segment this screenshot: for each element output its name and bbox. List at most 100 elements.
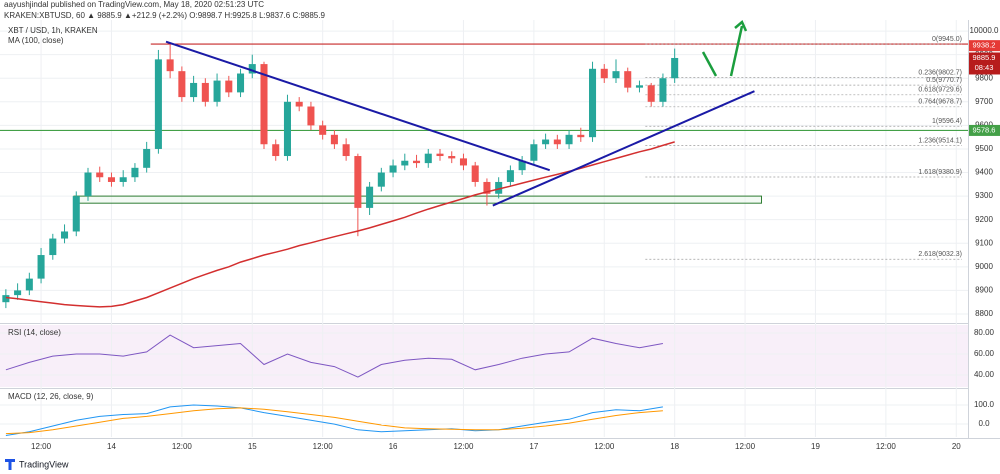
candle-body xyxy=(25,278,33,291)
candle-body xyxy=(542,139,550,145)
x-tick-label: 14 xyxy=(107,442,116,451)
candle-body xyxy=(483,181,491,194)
x-tick-label: 19 xyxy=(811,442,820,451)
candle-body xyxy=(647,85,655,102)
y-tick-label: 9200 xyxy=(975,215,993,224)
price-tag xyxy=(969,124,1000,136)
fib-label: 2.618(9032.3) xyxy=(918,251,962,258)
rsi-line xyxy=(5,334,663,378)
y-tick-label: 8900 xyxy=(975,286,993,295)
footer: TradingView xyxy=(19,459,69,469)
candle-body xyxy=(635,85,643,88)
candle-body xyxy=(495,181,503,194)
fib-label: 0.5(9770.7) xyxy=(926,77,962,84)
candle-body xyxy=(131,167,139,178)
symbol-label: XBT / USD, 1h, KRAKEN xyxy=(8,26,98,35)
candle-body xyxy=(166,59,174,72)
y-tick-label: 40.00 xyxy=(974,370,995,379)
support-zone xyxy=(73,195,762,204)
candle-body xyxy=(154,59,162,149)
y-tick-label: 8800 xyxy=(975,309,993,318)
candle-body xyxy=(178,71,186,98)
candle-body xyxy=(107,177,115,182)
candle-body xyxy=(190,82,198,98)
fib-label: 0.236(9802.7) xyxy=(918,69,962,76)
x-tick-label: 12:00 xyxy=(876,442,897,451)
price-tag xyxy=(969,40,1000,52)
candle-body xyxy=(260,64,268,145)
y-tick-label: 10000.0 xyxy=(970,26,999,35)
candle-body xyxy=(671,57,679,79)
candle-body xyxy=(553,139,561,145)
ma-legend: MA (100, close) xyxy=(8,36,64,45)
x-tick-label: 12:00 xyxy=(735,442,756,451)
candle-body xyxy=(354,156,362,208)
candle-body xyxy=(577,134,585,138)
y-tick-label: 9000 xyxy=(975,262,993,271)
candle-body xyxy=(589,68,597,138)
rsi-legend: RSI (14, close) xyxy=(8,328,61,337)
candle-body xyxy=(201,82,209,102)
fib-label: 0(9945.0) xyxy=(932,36,962,43)
candle-body xyxy=(436,153,444,157)
projection-arrow xyxy=(701,19,748,77)
x-tick-label: 12:00 xyxy=(31,442,52,451)
y-tick-label: 0.0 xyxy=(978,419,990,428)
price-tag-label: 9885.9 xyxy=(973,53,996,62)
macd-line xyxy=(5,407,663,435)
candle-body xyxy=(401,160,409,166)
y-tick-label: 9500 xyxy=(975,144,993,153)
candle-body xyxy=(342,144,350,157)
candle-body xyxy=(119,177,127,182)
x-tick-label: 12:00 xyxy=(172,442,193,451)
y-tick-label: 100.0 xyxy=(974,400,995,409)
fib-label: 1(9596.4) xyxy=(932,118,962,125)
candle-body xyxy=(659,78,667,102)
macd-line xyxy=(5,404,663,436)
price-tag-label: 9578.6 xyxy=(973,125,996,134)
rsi-pane xyxy=(0,325,968,387)
price-tag-label: 9938.2 xyxy=(973,41,996,50)
fib-label: 1.618(9380.9) xyxy=(918,169,962,176)
moving-average xyxy=(5,141,675,308)
candle-body xyxy=(37,255,45,279)
y-tick-label: 9700 xyxy=(975,97,993,106)
y-tick-label: 9100 xyxy=(975,238,993,247)
y-tick-label: 80.00 xyxy=(974,328,995,337)
candle-body xyxy=(506,170,514,182)
candle-body xyxy=(213,80,221,102)
price-tag xyxy=(969,52,1000,75)
candle-body xyxy=(471,165,479,182)
candle-body xyxy=(366,186,374,208)
candle-body xyxy=(84,172,92,197)
candle-body xyxy=(72,196,80,232)
candle-body xyxy=(319,125,327,135)
candle-body xyxy=(518,160,526,171)
candle-body xyxy=(624,71,632,88)
candle-body xyxy=(413,160,421,164)
x-tick-label: 17 xyxy=(529,442,538,451)
candle-body xyxy=(330,134,338,145)
y-tick-label: 9300 xyxy=(975,191,993,200)
candle-body xyxy=(448,156,456,159)
macd-legend: MACD (12, 26, close, 9) xyxy=(8,392,94,401)
y-tick-label: 9400 xyxy=(975,168,993,177)
candle-body xyxy=(96,172,104,178)
attribution: aayushjindal published on TradingView.co… xyxy=(4,0,264,9)
candle-body xyxy=(424,153,432,164)
candle-body xyxy=(600,68,608,79)
y-tick-label: 9800 xyxy=(975,73,993,82)
plot-layer: 12:00 14 12:00 15 12:00 16 12:00 17 12:00 18 12:00… xyxy=(0,20,1000,451)
x-tick-label: 12:00 xyxy=(453,442,474,451)
x-tick-label: 16 xyxy=(389,442,398,451)
y-tick-label: 60.00 xyxy=(974,349,995,358)
fib-label: 0.764(9678.7) xyxy=(918,99,962,106)
x-tick-label: 20 xyxy=(952,442,961,451)
fib-label: 0.618(9729.6) xyxy=(918,87,962,94)
trendline xyxy=(492,90,755,207)
candle-body xyxy=(143,148,151,168)
candle-body xyxy=(389,165,397,173)
candle-body xyxy=(307,106,315,126)
